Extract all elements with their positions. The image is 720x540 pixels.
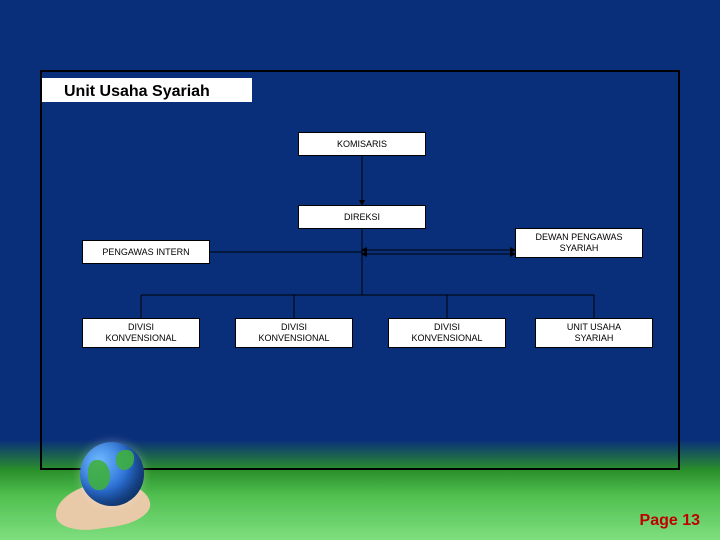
earth-globe-icon bbox=[80, 442, 144, 506]
node-divisi-3: DIVISI KONVENSIONAL bbox=[388, 318, 506, 348]
node-divisi-2: DIVISI KONVENSIONAL bbox=[235, 318, 353, 348]
node-dewan-pengawas-syariah: DEWAN PENGAWAS SYARIAH bbox=[515, 228, 643, 258]
node-divisi-1: DIVISI KONVENSIONAL bbox=[82, 318, 200, 348]
connector-lines bbox=[40, 70, 680, 470]
globe-decoration bbox=[55, 438, 165, 528]
node-komisaris: KOMISARIS bbox=[298, 132, 426, 156]
org-chart: KOMISARIS DIREKSI PENGAWAS INTERN DEWAN … bbox=[40, 70, 680, 470]
node-unit-usaha-syariah: UNIT USAHA SYARIAH bbox=[535, 318, 653, 348]
node-pengawas-intern: PENGAWAS INTERN bbox=[82, 240, 210, 264]
page-number: Page 13 bbox=[640, 512, 700, 530]
node-direksi: DIREKSI bbox=[298, 205, 426, 229]
